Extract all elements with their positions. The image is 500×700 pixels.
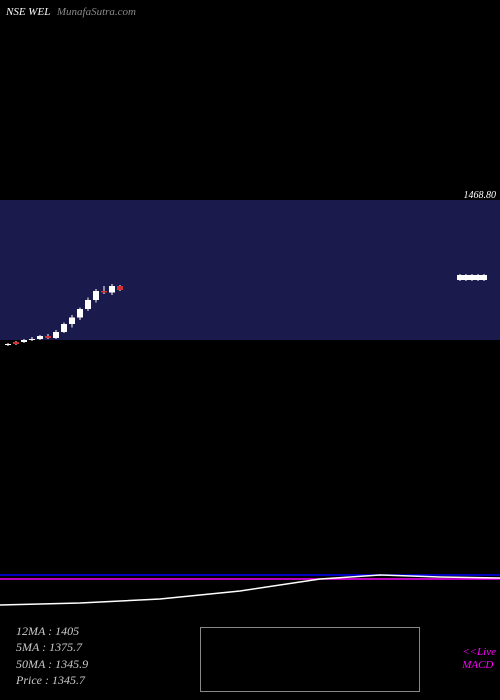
price-legend-label: Price : 1345.7: [16, 672, 88, 688]
ma-legend: 12MA : 1405 5MA : 1375.7 50MA : 1345.9 P…: [8, 619, 96, 692]
live-macd-line1: <<Live: [462, 646, 496, 659]
ticker-symbol: NSE WEL: [6, 6, 50, 18]
chart-header: NSE WEL MunafaSutra.com: [6, 6, 136, 18]
last-price-label: 1468.80: [464, 190, 497, 201]
live-macd-label: <<Live MACD: [462, 646, 496, 672]
ma5-label: 5MA : 1375.7: [16, 639, 88, 655]
macd-panel: [0, 555, 500, 615]
ma50-label: 50MA : 1345.9: [16, 656, 88, 672]
ma12-label: 12MA : 1405: [16, 623, 88, 639]
candlestick-chart: [0, 180, 500, 360]
volume-box: [200, 627, 420, 692]
source-label: MunafaSutra.com: [57, 6, 136, 18]
live-macd-line2: MACD: [462, 659, 496, 672]
